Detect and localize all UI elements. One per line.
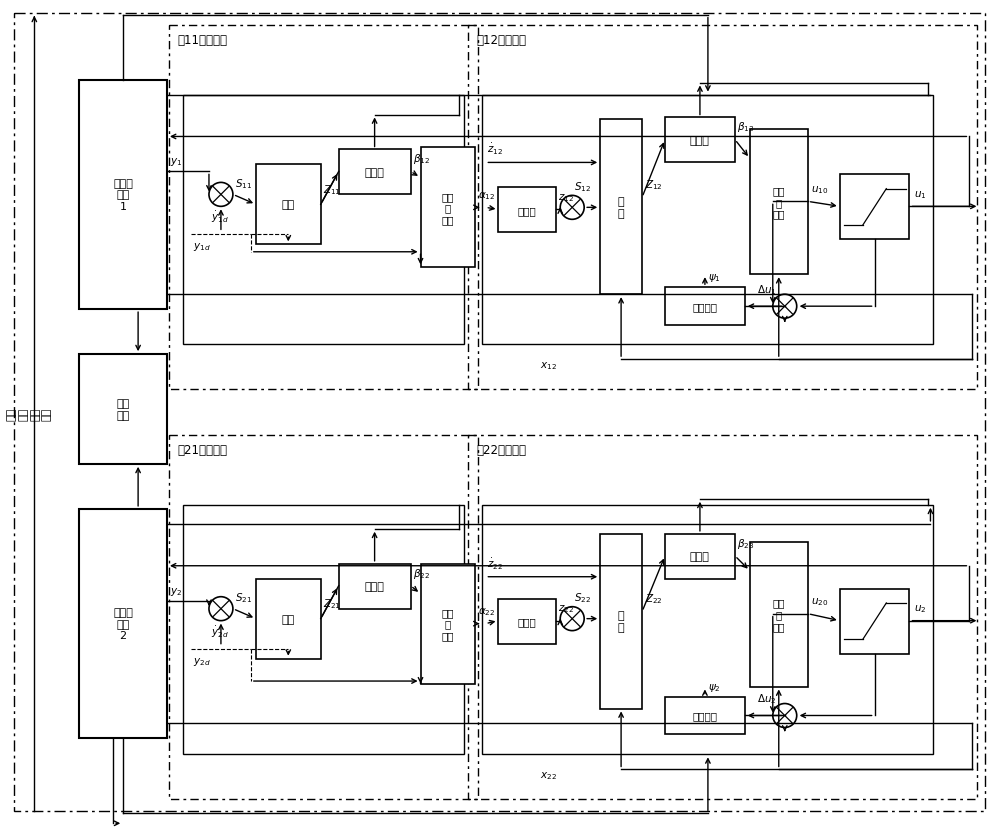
Text: $\psi_2$: $\psi_2$: [708, 681, 721, 693]
Bar: [468, 26, 977, 389]
Text: 非线
性
控制: 非线 性 控制: [442, 191, 454, 224]
Bar: [169, 436, 478, 799]
Text: 辅助系统: 辅助系统: [692, 302, 717, 312]
Text: $\dot{y}_{2d}$: $\dot{y}_{2d}$: [211, 623, 229, 639]
Text: 单级倒
立摊
1: 单级倒 立摊 1: [113, 179, 133, 212]
Text: $z_{12}$: $z_{12}$: [558, 192, 574, 204]
Bar: [665, 118, 735, 163]
Text: $x_{22}$: $x_{22}$: [540, 769, 557, 782]
Bar: [600, 534, 642, 709]
Text: $\alpha_{12}$: $\alpha_{12}$: [478, 190, 496, 202]
Text: 逃近器: 逃近器: [690, 136, 710, 146]
Text: $\Delta u_2$: $\Delta u_2$: [757, 691, 776, 705]
Text: $\dot{z}_{22}$: $\dot{z}_{22}$: [487, 556, 503, 570]
Text: $\psi_1$: $\psi_1$: [708, 272, 721, 284]
Bar: [169, 26, 478, 389]
Bar: [79, 80, 167, 310]
Text: $y_{1d}$: $y_{1d}$: [193, 241, 211, 253]
Text: $\dot{y}_{1d}$: $\dot{y}_{1d}$: [211, 209, 229, 225]
Text: $S_{22}$: $S_{22}$: [574, 591, 591, 604]
Bar: [79, 509, 167, 739]
Text: $\beta_{12}$: $\beta_{12}$: [413, 152, 430, 166]
Bar: [498, 599, 556, 644]
Bar: [339, 564, 411, 609]
Bar: [339, 150, 411, 195]
Text: $Z_{22}$: $Z_{22}$: [645, 592, 663, 606]
Text: 非线
性
控制: 非线 性 控制: [442, 607, 454, 641]
Text: $Z_{12}$: $Z_{12}$: [645, 178, 663, 192]
Bar: [840, 176, 909, 240]
Text: 非线
性
控制: 非线 性 控制: [773, 598, 785, 631]
Text: 辅助系统: 辅助系统: [692, 710, 717, 720]
Text: 第12子控制器: 第12子控制器: [476, 34, 526, 46]
Bar: [79, 354, 167, 465]
Bar: [183, 95, 464, 344]
Bar: [750, 130, 808, 275]
Text: $Z_{11}$: $Z_{11}$: [323, 183, 341, 197]
Text: $u_2$: $u_2$: [914, 603, 927, 614]
Bar: [421, 148, 475, 268]
Bar: [468, 436, 977, 799]
Text: $u_{20}$: $u_{20}$: [811, 596, 828, 608]
Text: 组
合: 组 合: [618, 197, 624, 219]
Text: $Z_{21}$: $Z_{21}$: [323, 597, 341, 611]
Text: 第11子控制器: 第11子控制器: [177, 34, 227, 46]
Text: $\beta_{13}$: $\beta_{13}$: [737, 120, 754, 134]
Text: 相互
作用: 相互 作用: [117, 399, 130, 421]
Text: $S_{21}$: $S_{21}$: [235, 591, 252, 604]
Text: 组
合: 组 合: [618, 610, 624, 633]
Bar: [665, 696, 745, 734]
Text: $\alpha_{22}$: $\alpha_{22}$: [478, 606, 496, 618]
Text: 逃近器: 逃近器: [365, 581, 385, 591]
Text: $y_1$: $y_1$: [170, 156, 182, 168]
Bar: [665, 288, 745, 325]
Text: 组合: 组合: [282, 200, 295, 210]
Text: $S_{12}$: $S_{12}$: [574, 181, 591, 194]
Bar: [840, 589, 909, 654]
Bar: [183, 505, 464, 754]
Text: 滤波器: 滤波器: [518, 205, 537, 215]
Text: $z_{22}$: $z_{22}$: [558, 603, 574, 614]
Text: 平行
单级
双倒
立摊: 平行 单级 双倒 立摊: [7, 407, 52, 420]
Text: $y_{2d}$: $y_{2d}$: [193, 655, 211, 667]
Text: $\dot{z}_{12}$: $\dot{z}_{12}$: [487, 142, 503, 157]
Bar: [421, 564, 475, 684]
Text: $\beta_{22}$: $\beta_{22}$: [413, 566, 430, 580]
Text: 第22子控制器: 第22子控制器: [476, 444, 526, 456]
Bar: [256, 579, 321, 659]
Text: 第21子控制器: 第21子控制器: [177, 444, 227, 456]
Bar: [498, 188, 556, 233]
Text: $\beta_{23}$: $\beta_{23}$: [737, 537, 754, 550]
Text: $\Delta u_1$: $\Delta u_1$: [757, 283, 776, 296]
Bar: [256, 166, 321, 245]
Text: 滤波器: 滤波器: [518, 616, 537, 627]
Bar: [482, 95, 933, 344]
Text: $S_{11}$: $S_{11}$: [235, 177, 252, 191]
Bar: [665, 534, 735, 579]
Text: 单级倒
立摊
2: 单级倒 立摊 2: [113, 607, 133, 641]
Text: $y_2$: $y_2$: [170, 585, 182, 597]
Text: 逃近器: 逃近器: [365, 168, 385, 178]
Bar: [750, 542, 808, 686]
Text: $x_{12}$: $x_{12}$: [540, 359, 557, 372]
Text: 逃近器: 逃近器: [690, 551, 710, 561]
Bar: [600, 120, 642, 295]
Text: 组合: 组合: [282, 614, 295, 624]
Text: $u_1$: $u_1$: [914, 189, 927, 201]
Text: 非线
性
控制: 非线 性 控制: [773, 186, 785, 219]
Bar: [482, 505, 933, 754]
Text: $u_{10}$: $u_{10}$: [811, 184, 828, 196]
